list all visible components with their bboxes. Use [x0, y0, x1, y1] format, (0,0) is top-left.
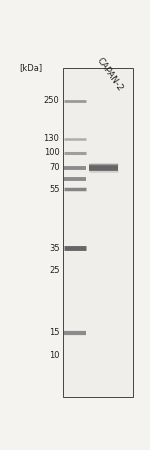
- Text: [kDa]: [kDa]: [19, 63, 42, 72]
- Text: 25: 25: [49, 266, 59, 275]
- Bar: [63, 68, 133, 397]
- Text: 10: 10: [49, 351, 59, 360]
- Text: 70: 70: [49, 163, 59, 172]
- Text: 35: 35: [49, 243, 59, 252]
- Text: CAPAN-2: CAPAN-2: [95, 56, 125, 93]
- Text: 250: 250: [44, 96, 59, 105]
- Text: 55: 55: [49, 184, 59, 194]
- Text: 15: 15: [49, 328, 59, 338]
- Text: 130: 130: [44, 135, 59, 144]
- Text: 100: 100: [44, 148, 59, 157]
